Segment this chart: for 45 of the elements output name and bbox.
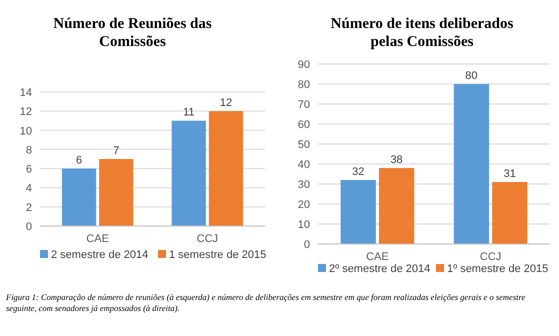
x-tick-label: CAE — [366, 251, 389, 263]
bar — [208, 111, 244, 226]
y-tick-label: 0 — [26, 221, 32, 233]
y-tick-label: 6 — [26, 164, 32, 176]
y-tick-label: 2 — [26, 202, 32, 214]
x-tick-label: CCJ — [480, 251, 502, 263]
y-tick-label: 10 — [298, 219, 310, 231]
bar — [378, 168, 414, 244]
data-label: 38 — [390, 154, 403, 166]
bar — [340, 180, 376, 244]
x-tick-label: CCJ — [196, 233, 218, 245]
chart-title: Número de Reuniões das Comissões — [53, 16, 212, 50]
y-tick-label: 50 — [298, 139, 310, 151]
y-tick-label: 8 — [26, 144, 32, 156]
text: Figura 1: Comparação de número de reuniões (à esquerda) e número de deliberações em semestre em que foram realizadas eleições gerais e o semestre seguinte, com senadores já empossados (à direita). — [5, 292, 526, 313]
chart-title: Número de itens deliberados pelas Comissões — [330, 16, 514, 50]
y-tick-label: 0 — [304, 239, 310, 251]
y-tick-label: 4 — [26, 182, 32, 195]
legend-label: 2 semestre de 2014 — [51, 249, 148, 261]
legend-label: 1º semestre de 2015 — [447, 263, 548, 275]
bar — [62, 168, 96, 226]
y-tick-label: 12 — [20, 106, 32, 118]
y-tick-label: 30 — [298, 179, 310, 191]
y-tick-label: 20 — [298, 199, 310, 211]
y-tick-label: 80 — [298, 79, 310, 91]
data-label: 32 — [352, 166, 364, 178]
bar — [492, 182, 528, 244]
legend-label: 2º semestre de 2014 — [329, 263, 430, 275]
data-label: 31 — [504, 168, 516, 180]
data-label: 7 — [113, 145, 120, 157]
y-tick-label: 10 — [20, 125, 32, 138]
data-label: 12 — [220, 97, 232, 110]
data-label: 80 — [465, 70, 478, 82]
legend-label: 1 semestre de 2015 — [169, 249, 266, 261]
y-tick-label: 14 — [20, 87, 32, 99]
x-tick-label: CAE — [86, 233, 109, 245]
y-tick-label: 70 — [298, 99, 310, 111]
bar — [454, 84, 490, 244]
data-label: 11 — [183, 106, 195, 119]
y-tick-label: 90 — [298, 59, 310, 71]
bar — [99, 159, 134, 226]
data-label: 6 — [76, 154, 82, 167]
y-tick-label: 40 — [298, 159, 310, 171]
y-tick-label: 60 — [298, 119, 310, 131]
bar — [172, 120, 206, 226]
